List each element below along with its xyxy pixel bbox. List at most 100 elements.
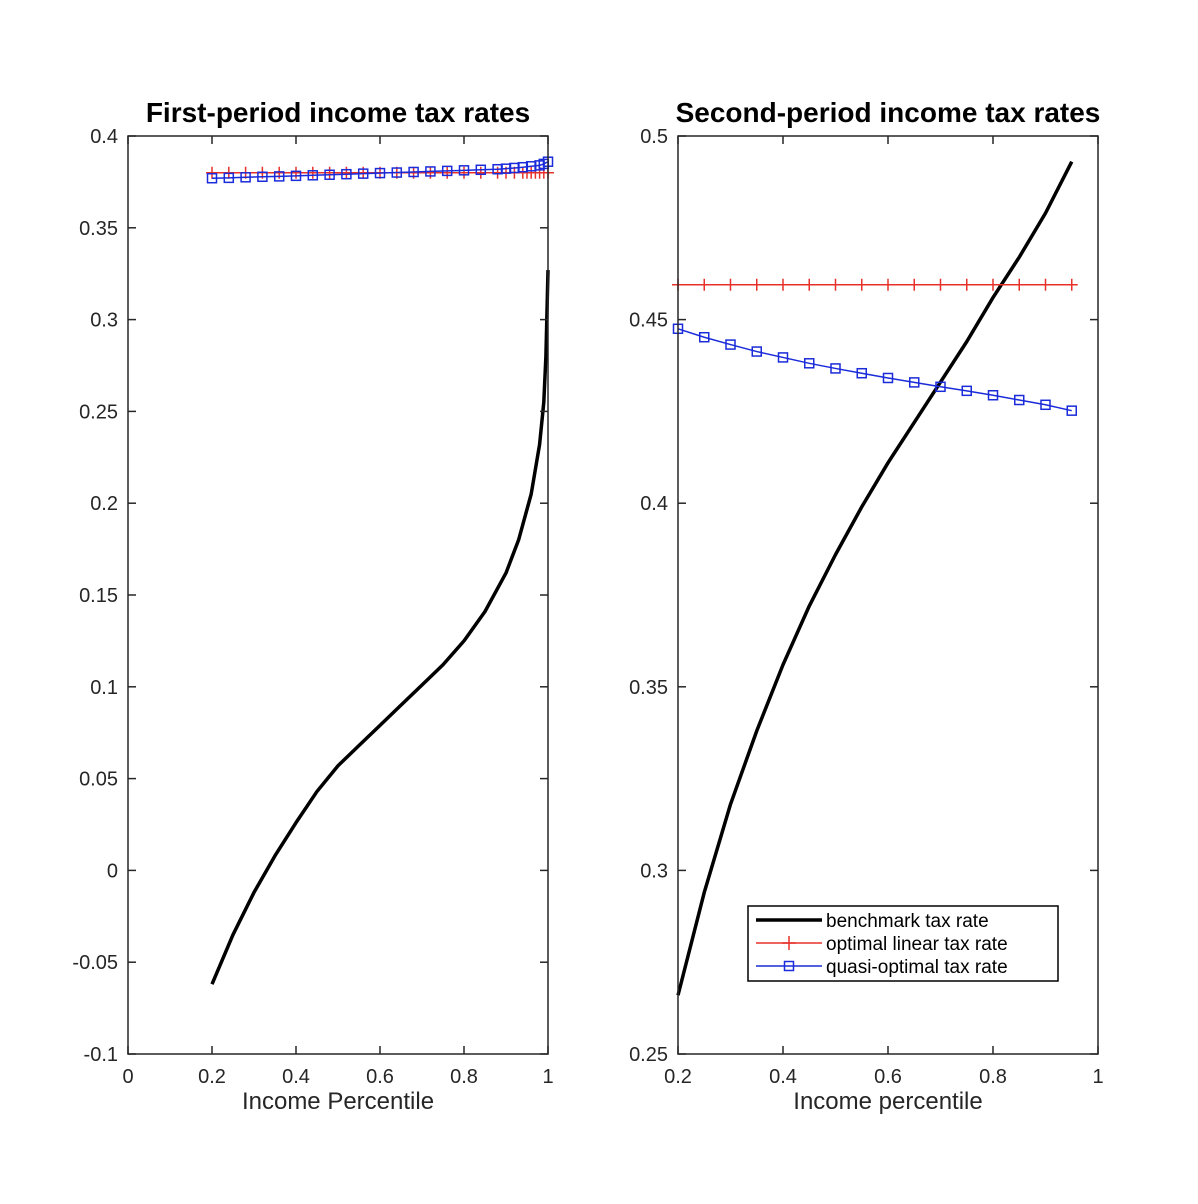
legend: benchmark tax rate optimal linear tax ra… xyxy=(747,905,1059,982)
data-point-plus xyxy=(855,278,868,291)
data-point-square xyxy=(458,165,470,176)
y-tick-label: 0.45 xyxy=(629,310,668,332)
y-tick-label: 0.35 xyxy=(629,677,668,699)
series-layer xyxy=(672,160,1078,996)
ticks-layer: 0 0.2 0.4 0.6 0.8 1 -0.1 -0.05 0 0.05 0.1 0.15 0.2 0.… xyxy=(72,126,553,1088)
series-line-benchmark xyxy=(210,269,550,985)
data-point-square xyxy=(341,168,352,180)
x-axis-label: Income Percentile xyxy=(242,1088,434,1115)
data-point-plus xyxy=(1013,278,1026,291)
data-point-square xyxy=(856,367,867,379)
y-tick-label: 0.3 xyxy=(90,310,118,332)
y-tick-label: 0.5 xyxy=(640,126,668,148)
data-point-square xyxy=(425,166,436,177)
y-tick-label: 0.35 xyxy=(79,218,118,240)
series-line-benchmark xyxy=(676,160,1074,996)
legend-entry-linear: optimal linear tax rate xyxy=(756,934,1008,955)
legend-marker-plus xyxy=(782,936,796,950)
first-period-chart: First-period income tax rates 0 0.2 0.4 0.6… xyxy=(72,97,554,1115)
data-point-square xyxy=(391,167,403,178)
data-point-plus xyxy=(206,166,218,179)
x-tick-label: 0.6 xyxy=(366,1066,394,1088)
data-point-square xyxy=(273,171,285,182)
data-point-plus xyxy=(960,278,973,291)
data-point-plus xyxy=(1065,278,1078,291)
data-point-square xyxy=(307,170,319,181)
series-line-quasi xyxy=(677,328,1072,412)
y-tick-label: 0.1 xyxy=(90,677,118,699)
data-point-square xyxy=(909,377,920,388)
data-point-square xyxy=(257,171,268,183)
data-point-square xyxy=(475,164,487,176)
y-tick-label: 0.25 xyxy=(79,401,118,423)
chart-title: First-period income tax rates xyxy=(146,97,530,128)
data-point-square xyxy=(777,352,789,363)
x-axis-label: Income percentile xyxy=(793,1088,982,1115)
y-tick-label: 0.4 xyxy=(90,126,118,148)
axes-box xyxy=(127,135,549,1055)
data-point-square xyxy=(830,363,841,374)
x-tick-label: 0.4 xyxy=(769,1066,797,1088)
x-tick-label: 0.8 xyxy=(979,1066,1007,1088)
y-tick-label: 0.05 xyxy=(79,769,118,791)
data-point-square xyxy=(699,331,710,343)
chart-title: Second-period income tax rates xyxy=(676,97,1101,128)
data-point-plus xyxy=(750,278,763,291)
legend-entry-quasi: quasi-optimal tax rate xyxy=(756,957,1008,978)
data-point-square xyxy=(987,389,999,401)
x-tick-label: 0.2 xyxy=(664,1066,692,1088)
data-point-plus xyxy=(987,278,999,291)
data-point-square xyxy=(751,346,762,357)
data-point-square xyxy=(357,168,369,179)
data-point-plus xyxy=(1039,278,1052,291)
data-point-square xyxy=(935,381,946,393)
ticks-layer: 0.2 0.4 0.6 0.8 1 0.25 0.3 0.35 0.4 0.45 0.5 xyxy=(629,126,1104,1088)
data-point-square xyxy=(804,358,815,369)
data-point-square xyxy=(1066,405,1077,416)
data-point-square xyxy=(324,169,335,180)
y-tick-label: 0.15 xyxy=(79,585,118,607)
data-point-square xyxy=(223,172,235,184)
series-line-quasi xyxy=(211,161,549,179)
legend-entry-benchmark: benchmark tax rate xyxy=(756,911,989,932)
data-point-square xyxy=(408,166,419,178)
y-tick-label: -0.05 xyxy=(72,952,118,974)
data-point-plus xyxy=(698,278,711,291)
data-point-square xyxy=(961,385,972,397)
legend-label-benchmark: benchmark tax rate xyxy=(826,911,989,932)
second-period-chart: Second-period income tax rates 0.2 0.4 0.6… xyxy=(629,97,1104,1115)
data-point-square xyxy=(882,372,894,384)
data-point-square xyxy=(240,172,251,183)
x-tick-label: 0 xyxy=(122,1066,133,1088)
data-point-plus xyxy=(803,278,816,291)
x-tick-label: 0.8 xyxy=(450,1066,478,1088)
data-point-square xyxy=(725,339,736,350)
data-point-square xyxy=(1014,394,1025,406)
y-tick-label: 0.4 xyxy=(640,493,668,515)
data-point-plus xyxy=(934,278,947,291)
legend-label-linear: optimal linear tax rate xyxy=(826,934,1008,955)
x-tick-label: 1 xyxy=(542,1066,553,1088)
data-point-square xyxy=(206,172,218,184)
x-tick-label: 0.2 xyxy=(198,1066,226,1088)
data-point-plus xyxy=(908,278,921,291)
y-tick-label: 0.25 xyxy=(629,1044,668,1066)
y-tick-label: -0.1 xyxy=(84,1044,118,1066)
y-tick-label: 0.3 xyxy=(640,860,668,882)
x-tick-label: 0.4 xyxy=(282,1066,310,1088)
data-point-square xyxy=(441,165,453,177)
y-tick-label: 0 xyxy=(107,860,118,882)
data-point-square xyxy=(290,170,302,182)
data-point-square xyxy=(374,167,386,179)
data-point-plus xyxy=(777,278,789,291)
data-point-square xyxy=(1040,399,1051,411)
x-tick-label: 0.6 xyxy=(874,1066,902,1088)
data-point-plus xyxy=(724,278,737,291)
legend-label-quasi: quasi-optimal tax rate xyxy=(826,957,1008,978)
data-point-plus xyxy=(882,278,894,291)
data-point-plus xyxy=(829,278,842,291)
legend-marker-square xyxy=(783,960,795,972)
series-layer xyxy=(206,156,554,985)
y-tick-label: 0.2 xyxy=(90,493,118,515)
